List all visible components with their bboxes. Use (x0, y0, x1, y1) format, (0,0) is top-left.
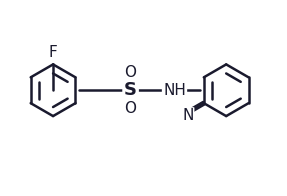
Text: F: F (49, 45, 57, 60)
Text: O: O (125, 101, 137, 116)
Text: NH: NH (163, 83, 186, 98)
Text: O: O (125, 65, 137, 80)
Text: S: S (124, 81, 137, 99)
Text: N: N (182, 108, 194, 123)
